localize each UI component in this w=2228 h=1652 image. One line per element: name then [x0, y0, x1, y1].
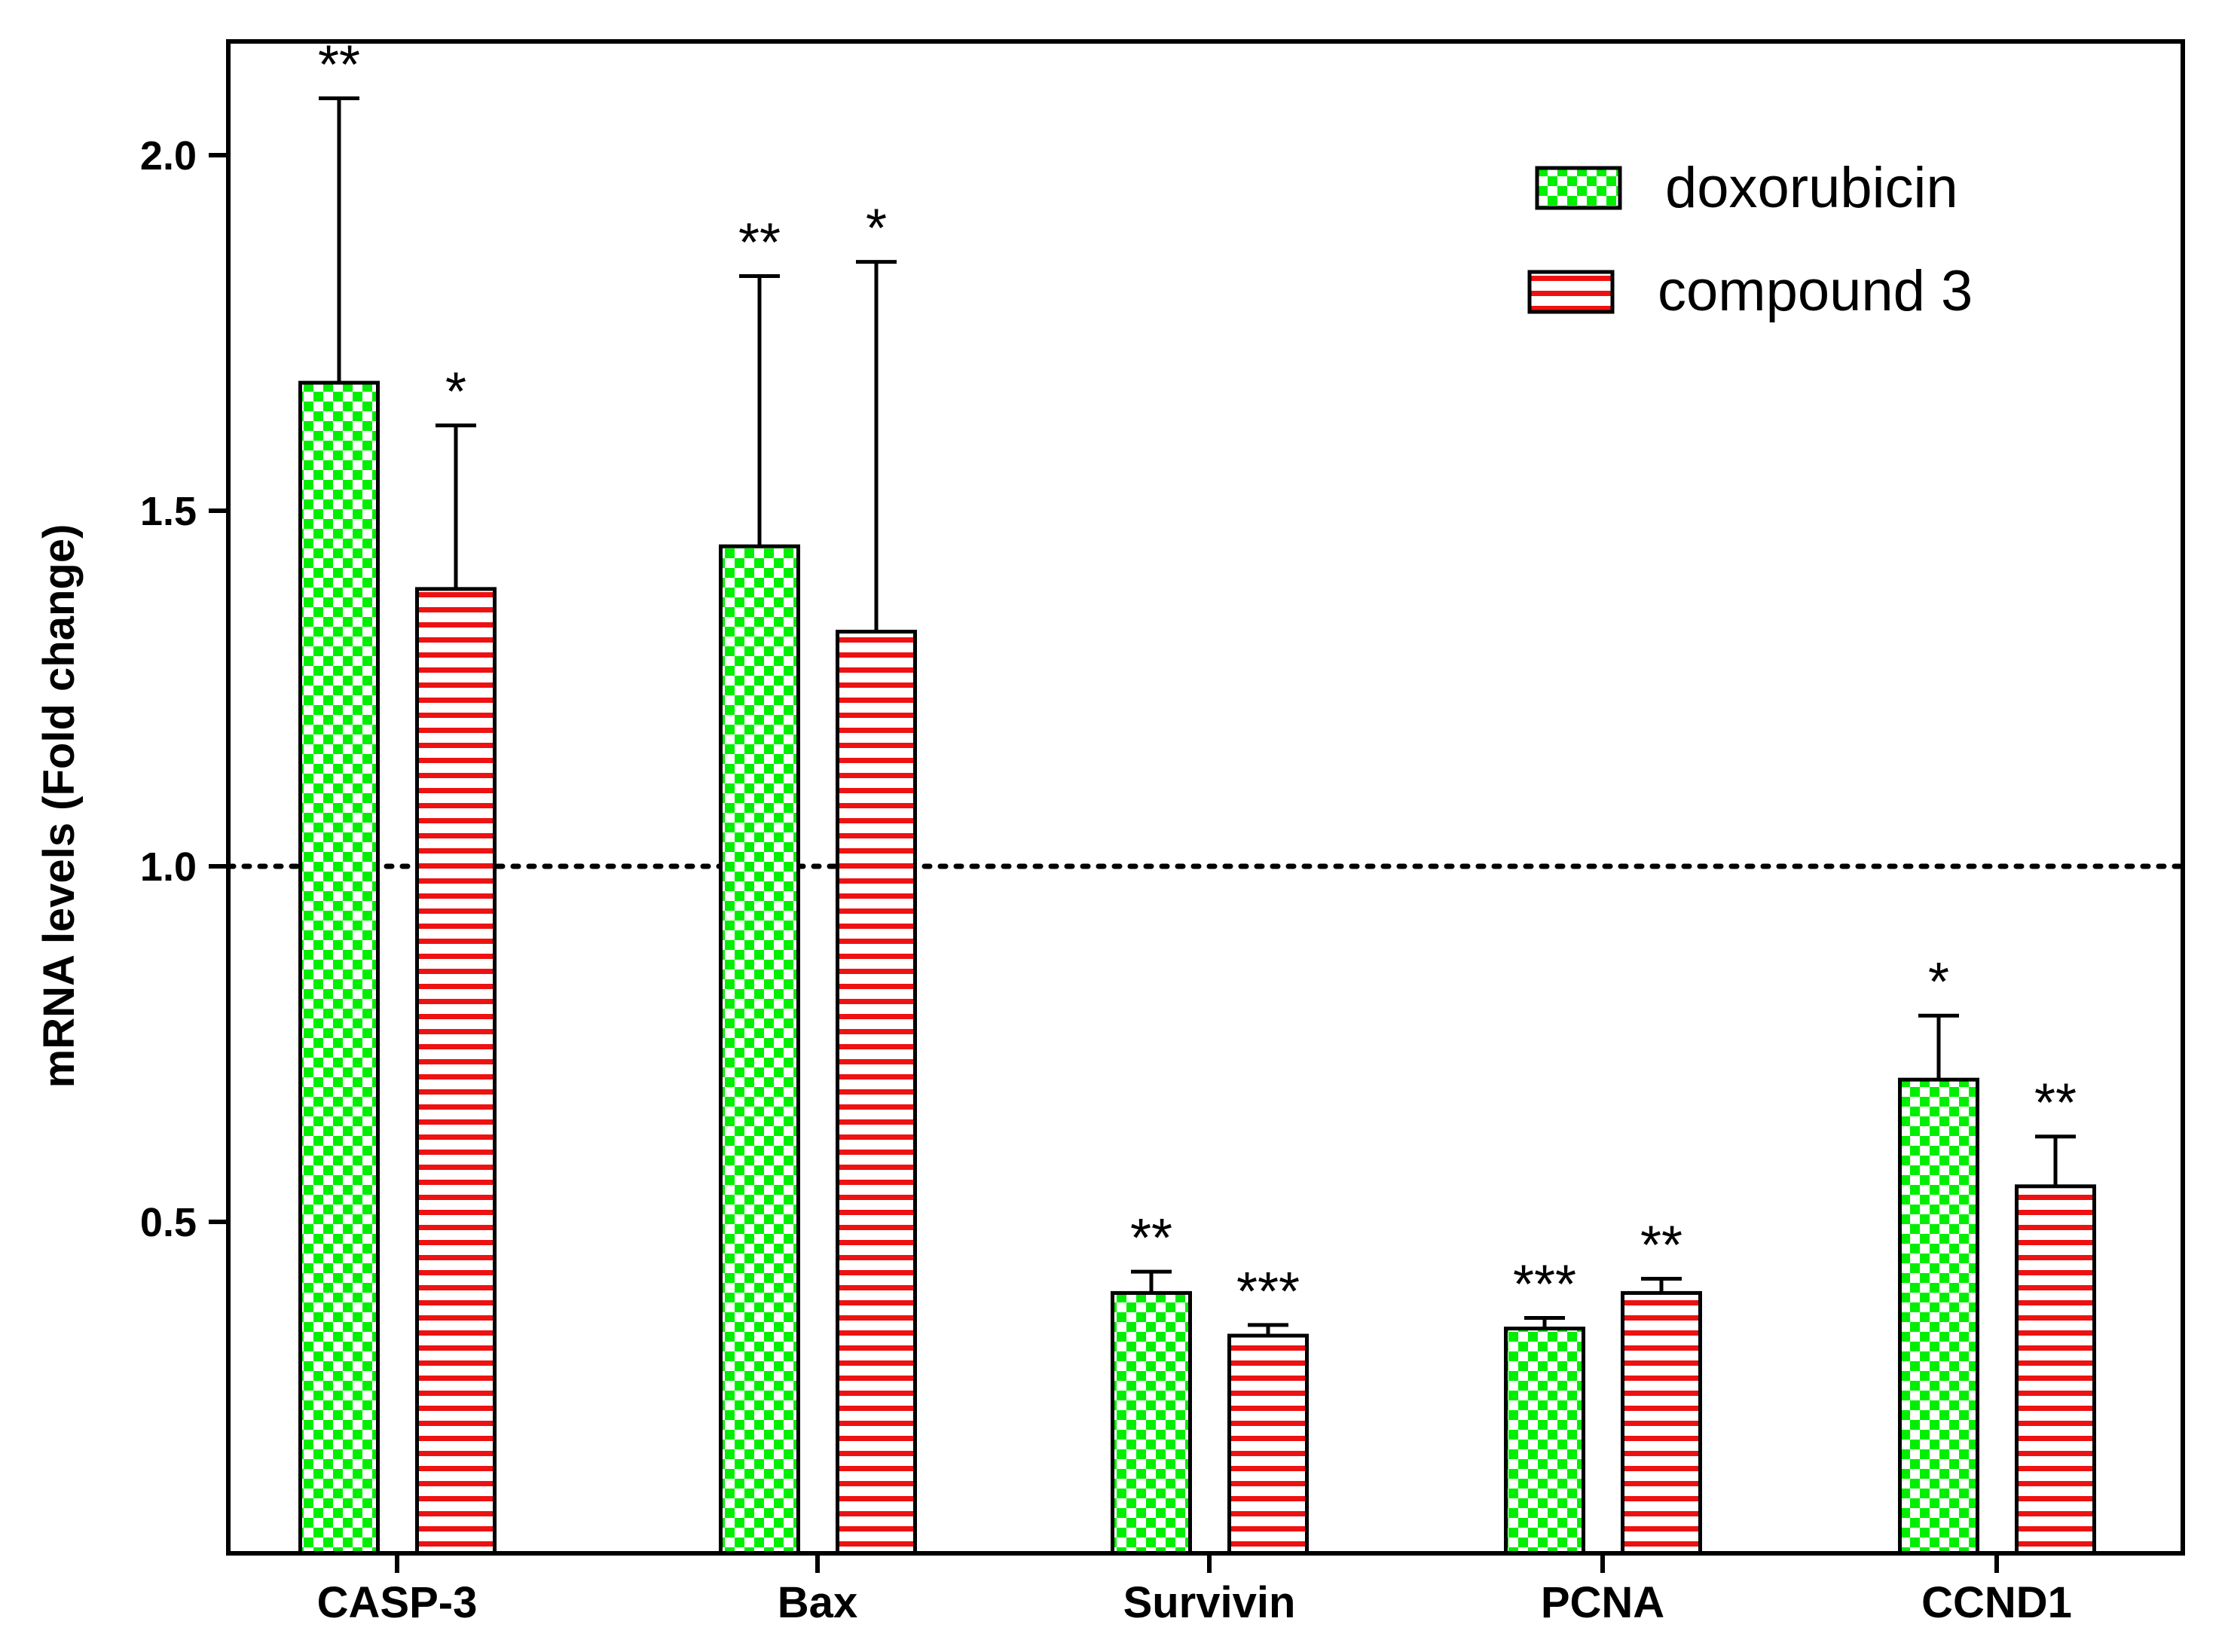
significance-compound-3-pcna: ** — [1640, 1216, 1682, 1276]
y-axis-title: mRNA levels (Fold change) — [35, 524, 84, 1089]
significance-compound-3-survivin: *** — [1236, 1262, 1300, 1322]
bar-compound-3-casp-3 — [415, 587, 497, 1556]
bar-compound-3-pcna — [1621, 1290, 1702, 1556]
significance-compound-3-bax: * — [866, 199, 887, 259]
legend: doxorubicin compound 3 — [1527, 156, 1973, 323]
significance-compound-3-ccnd1: ** — [2034, 1073, 2077, 1134]
bar-compound-3-bax — [836, 629, 917, 1556]
legend-swatch-doxorubicin — [1535, 166, 1622, 210]
y-tick-label: 1.5 — [140, 489, 197, 534]
bar-doxorubicin-survivin — [1111, 1290, 1192, 1556]
legend-label-doxorubicin: doxorubicin — [1665, 156, 1958, 220]
x-tick-label-bax: Bax — [778, 1578, 857, 1627]
bar-doxorubicin-casp-3 — [298, 380, 380, 1556]
y-tick-label: 1.0 — [140, 844, 197, 890]
bar-compound-3-ccnd1 — [2015, 1184, 2096, 1556]
significance-doxorubicin-bax: ** — [738, 212, 781, 273]
bar-compound-3-survivin — [1227, 1333, 1309, 1556]
y-tick-label: 0.5 — [140, 1200, 197, 1245]
significance-doxorubicin-casp-3: ** — [318, 35, 360, 95]
x-tick-label-survivin: Survivin — [1123, 1578, 1296, 1627]
significance-doxorubicin-pcna: *** — [1513, 1254, 1576, 1315]
significance-compound-3-casp-3: * — [445, 362, 466, 423]
bar-doxorubicin-pcna — [1504, 1327, 1585, 1556]
axes: 0.5 1.0 1.5 2.0 CASP-3 Bax Survivin PCNA CCND1 — [140, 39, 2185, 1627]
x-tick-label-casp-3: CASP-3 — [317, 1578, 478, 1627]
chart-marks: ******************* — [298, 35, 2096, 1556]
legend-label-compound-3: compound 3 — [1658, 259, 1973, 323]
plot-frame — [226, 39, 2185, 1556]
legend-swatch-compound-3 — [1527, 270, 1615, 314]
x-tick-label-ccnd1: CCND1 — [1921, 1578, 2072, 1627]
significance-doxorubicin-survivin: ** — [1130, 1208, 1172, 1269]
y-tick-label: 2.0 — [140, 133, 197, 179]
significance-doxorubicin-ccnd1: * — [1928, 952, 1949, 1012]
bar-doxorubicin-bax — [719, 544, 800, 1556]
x-tick-label-pcna: PCNA — [1541, 1578, 1664, 1627]
bar-doxorubicin-ccnd1 — [1898, 1077, 1979, 1556]
